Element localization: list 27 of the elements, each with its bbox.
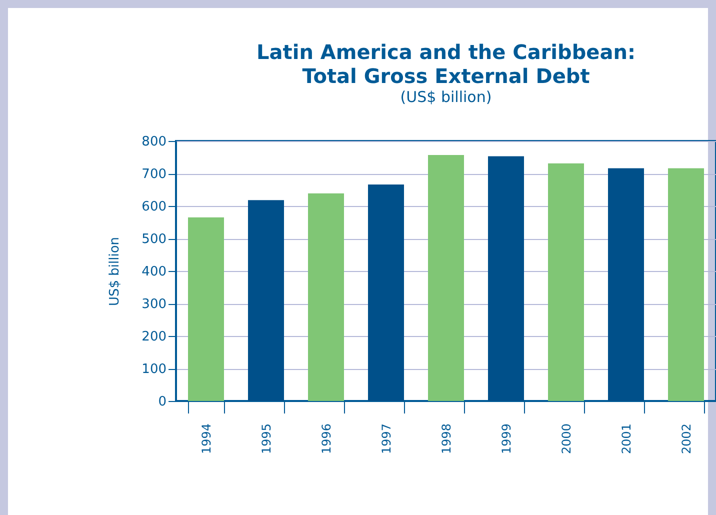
x-tick-label: 1996 xyxy=(320,424,334,454)
bar xyxy=(188,217,224,401)
y-tick-label: 500 xyxy=(142,232,166,247)
x-tick-label: 1995 xyxy=(260,424,274,454)
y-tick-label: 600 xyxy=(142,200,166,214)
bar xyxy=(428,154,464,401)
bar xyxy=(668,168,704,401)
y-tick-label: 700 xyxy=(142,167,166,182)
x-tick-label: 2001 xyxy=(620,424,634,454)
y-tick-label: 0 xyxy=(158,394,166,410)
x-tick-label: 1994 xyxy=(200,424,214,454)
x-tick-label: 2002 xyxy=(680,424,694,454)
bar xyxy=(308,193,344,401)
y-tick-label: 400 xyxy=(142,264,166,280)
chart-subtitle: (US$ billion) xyxy=(400,88,492,106)
y-tick-label: 200 xyxy=(142,330,166,344)
x-tick-label: 1997 xyxy=(380,424,394,454)
x-tick-label: 1998 xyxy=(440,424,454,454)
text: Total Gross External Debt xyxy=(302,64,590,88)
text: Latin America and the Caribbean: xyxy=(256,40,636,64)
x-tick-label: 2000 xyxy=(560,424,574,454)
y-tick-label: 800 xyxy=(142,134,166,150)
x-tick-label: 1999 xyxy=(500,424,514,454)
y-axis-title: US$ billion xyxy=(108,236,123,306)
bar xyxy=(548,163,584,401)
y-tick-label: 100 xyxy=(142,362,166,377)
y-tick-label: 300 xyxy=(142,297,166,312)
